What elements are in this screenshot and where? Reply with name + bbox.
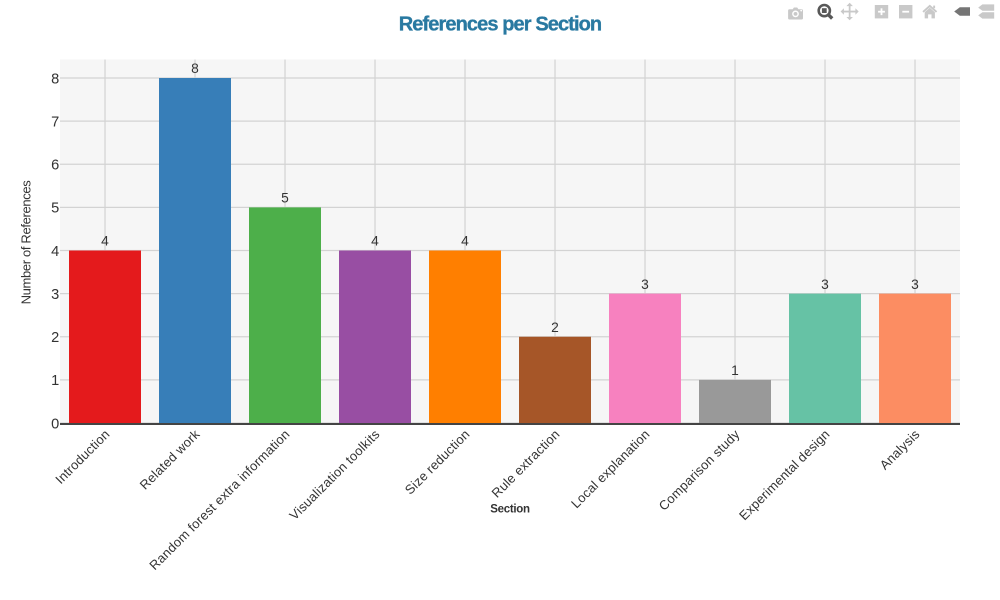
svg-text:3: 3	[821, 277, 829, 292]
svg-text:3: 3	[641, 277, 649, 292]
svg-text:Number of References: Number of References	[19, 180, 34, 305]
svg-text:8: 8	[191, 61, 199, 76]
svg-text:4: 4	[371, 234, 379, 249]
svg-text:Visualization toolkits: Visualization toolkits	[286, 426, 383, 523]
svg-text:Random forest extra informatio: Random forest extra information	[146, 427, 292, 573]
svg-text:Introduction: Introduction	[52, 427, 112, 487]
svg-text:Rule extraction: Rule extraction	[489, 427, 563, 501]
svg-text:1: 1	[51, 373, 59, 389]
svg-text:3: 3	[51, 287, 59, 303]
svg-text:4: 4	[51, 244, 59, 260]
svg-text:2: 2	[551, 320, 559, 335]
svg-text:Comparison study: Comparison study	[656, 426, 743, 513]
svg-text:5: 5	[51, 201, 59, 217]
svg-text:7: 7	[51, 114, 59, 130]
svg-text:3: 3	[911, 277, 919, 292]
svg-text:Local explanation: Local explanation	[568, 427, 653, 512]
svg-text:Related work: Related work	[137, 426, 203, 492]
svg-text:0: 0	[51, 416, 59, 432]
svg-text:Analysis: Analysis	[877, 426, 923, 472]
svg-text:8: 8	[51, 71, 59, 87]
svg-text:4: 4	[461, 234, 469, 249]
svg-text:5: 5	[281, 191, 289, 206]
svg-text:1: 1	[731, 363, 739, 378]
svg-text:2: 2	[51, 330, 59, 346]
svg-text:4: 4	[101, 234, 109, 249]
svg-text:Experimental design: Experimental design	[736, 427, 833, 524]
svg-text:Section: Section	[490, 504, 530, 516]
svg-text:References per Section: References per Section	[399, 14, 602, 36]
svg-text:6: 6	[51, 158, 59, 174]
svg-text:Size reduction: Size reduction	[402, 427, 473, 498]
